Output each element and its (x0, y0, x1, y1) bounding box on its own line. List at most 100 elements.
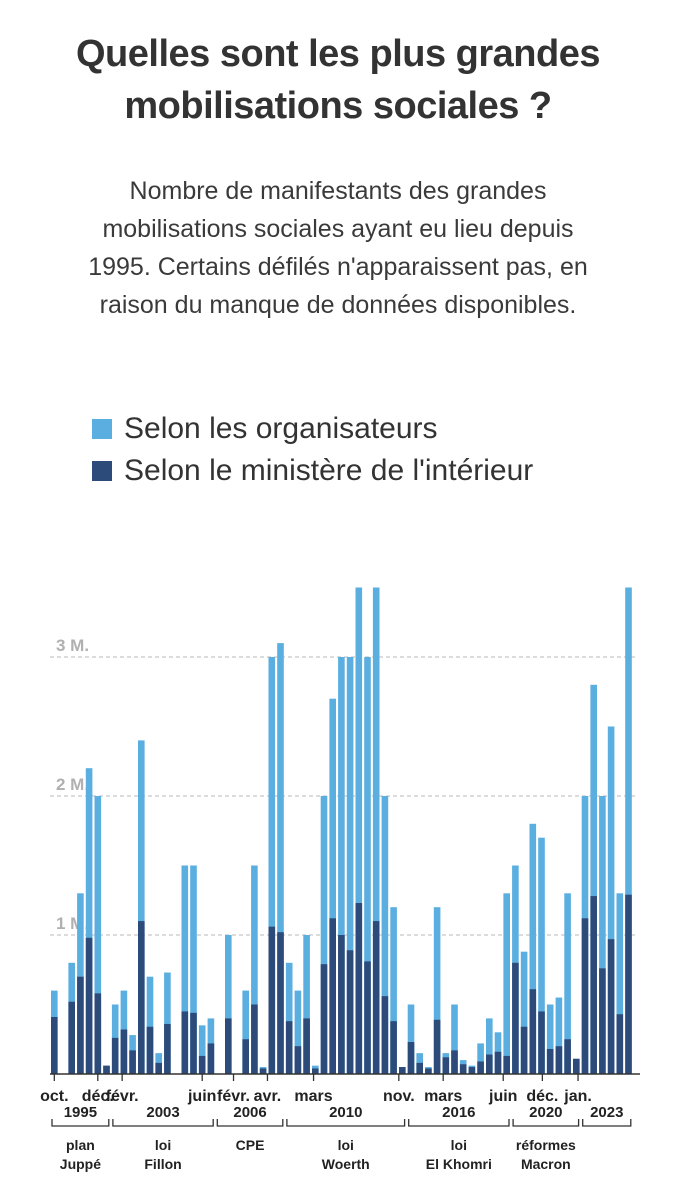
bar-organisateurs (242, 990, 249, 1074)
legend-label-ministere: Selon le ministère de l'intérieur (124, 454, 534, 487)
x-month-label: juin (187, 1088, 216, 1105)
bar-ministere (51, 1017, 58, 1074)
chart-title: Quelles sont les plus grandes mobilisati… (0, 28, 676, 132)
year-label: 2023 (590, 1104, 623, 1121)
bar-organisateurs (164, 972, 171, 1074)
legend-item-ministere: Selon le ministère de l'intérieur (92, 450, 533, 492)
x-month-label: mars (294, 1088, 332, 1105)
bar-ministere (616, 1014, 624, 1074)
bar-ministere (225, 1018, 232, 1074)
year-bracket (512, 1119, 580, 1127)
bar-ministere (94, 993, 102, 1074)
chart-subtitle: Nombre de manifestants des grandes mobil… (30, 172, 646, 324)
bar-organisateurs (329, 698, 336, 1074)
bar-organisateurs (181, 865, 189, 1074)
bar-organisateurs (268, 657, 276, 1074)
bar-ministere (68, 1001, 75, 1074)
bar-organisateurs (390, 907, 397, 1074)
year-label: 2016 (442, 1104, 475, 1121)
bar-ministere (181, 1011, 189, 1074)
bar-ministere (312, 1068, 319, 1074)
y-tick-label: 3 M. (56, 636, 89, 655)
group-label: réformes (516, 1137, 576, 1153)
group-label: plan (66, 1137, 95, 1153)
legend-swatch-ministere (92, 461, 112, 481)
bar-organisateurs (190, 865, 197, 1074)
x-month-label: mars (424, 1088, 462, 1105)
bar-ministere (512, 962, 519, 1074)
group-label: Fillon (144, 1156, 181, 1172)
bar-ministere (581, 918, 589, 1074)
year-label: 2010 (329, 1104, 362, 1121)
bar-organisateurs (294, 990, 302, 1074)
bar-ministere (294, 1046, 302, 1074)
bar-ministere (546, 1048, 554, 1074)
bar-organisateurs (346, 657, 354, 1074)
bar-ministere (573, 1058, 580, 1074)
year-label: 2020 (529, 1104, 562, 1121)
group-label: Juppé (60, 1156, 101, 1172)
bar-organisateurs (564, 893, 571, 1074)
bar-ministere (146, 1026, 154, 1074)
bar-organisateurs (364, 657, 371, 1074)
bar-organisateurs (303, 935, 310, 1074)
bar-organisateurs (486, 1018, 493, 1074)
bar-ministere (190, 1012, 197, 1074)
bar-ministere (494, 1051, 502, 1074)
bar-ministere (599, 968, 606, 1074)
year-bracket (112, 1119, 214, 1127)
bar-ministere (77, 976, 84, 1074)
bar-ministere (390, 1021, 397, 1074)
bar-ministere (538, 1011, 545, 1074)
bar-organisateurs (433, 907, 441, 1074)
bar-organisateurs (225, 935, 232, 1074)
bar-ministere (198, 1055, 206, 1074)
bar-ministere (520, 1026, 528, 1074)
x-month-label: jan. (563, 1088, 592, 1105)
bar-organisateurs (520, 951, 528, 1074)
bar-ministere (451, 1050, 458, 1074)
bar-organisateurs (85, 768, 93, 1074)
bar-ministere (477, 1061, 484, 1074)
bar-ministere (242, 1039, 249, 1074)
bar-ministere (268, 926, 276, 1074)
x-month-label: juin (488, 1088, 517, 1105)
bar-ministere (338, 935, 345, 1074)
bar-ministere (85, 937, 93, 1074)
bar-organisateurs (277, 643, 284, 1074)
bar-organisateurs (503, 893, 510, 1074)
chart-title-line-1: Quelles sont les plus grandes (76, 33, 601, 75)
bar-organisateurs (407, 1004, 415, 1074)
x-month-label: déc. (526, 1088, 558, 1105)
year-label: 2006 (233, 1104, 266, 1121)
group-label: Macron (521, 1156, 571, 1172)
year-bracket (582, 1119, 632, 1127)
chart-title-line-2: mobilisations sociales ? (124, 85, 552, 127)
bar-ministere (129, 1050, 136, 1074)
bar-organisateurs (338, 657, 345, 1074)
bar-ministere (251, 1004, 258, 1074)
bar-ministere (355, 903, 363, 1074)
legend-item-organisateurs: Selon les organisateurs (92, 408, 533, 450)
bar-ministere (486, 1054, 493, 1074)
y-tick-label: 1 M. (56, 914, 89, 933)
bar-ministere (555, 1046, 563, 1074)
bar-ministere (277, 932, 284, 1074)
bar-organisateurs (285, 962, 293, 1074)
bar-ministere (138, 921, 145, 1074)
bar-ministere (399, 1067, 406, 1074)
bar-ministere (372, 921, 380, 1074)
bar-organisateurs (477, 1043, 484, 1074)
legend-label-organisateurs: Selon les organisateurs (124, 412, 438, 445)
group-label: loi (451, 1137, 467, 1153)
bar-ministere (320, 964, 328, 1074)
bar-ministere (103, 1065, 110, 1074)
subtitle-line: raison du manque de données disponibles. (99, 291, 577, 319)
bar-ministere (381, 996, 389, 1074)
bar-ministere (442, 1057, 450, 1074)
bar-ministere (329, 918, 336, 1074)
bar-organisateurs (372, 587, 380, 1074)
bar-ministere (625, 894, 632, 1074)
bar-ministere (364, 961, 371, 1074)
bar-chart: 1 M.2 M.3 M.oct. déc.févr. juin févr. avr. ma… (40, 587, 640, 1172)
